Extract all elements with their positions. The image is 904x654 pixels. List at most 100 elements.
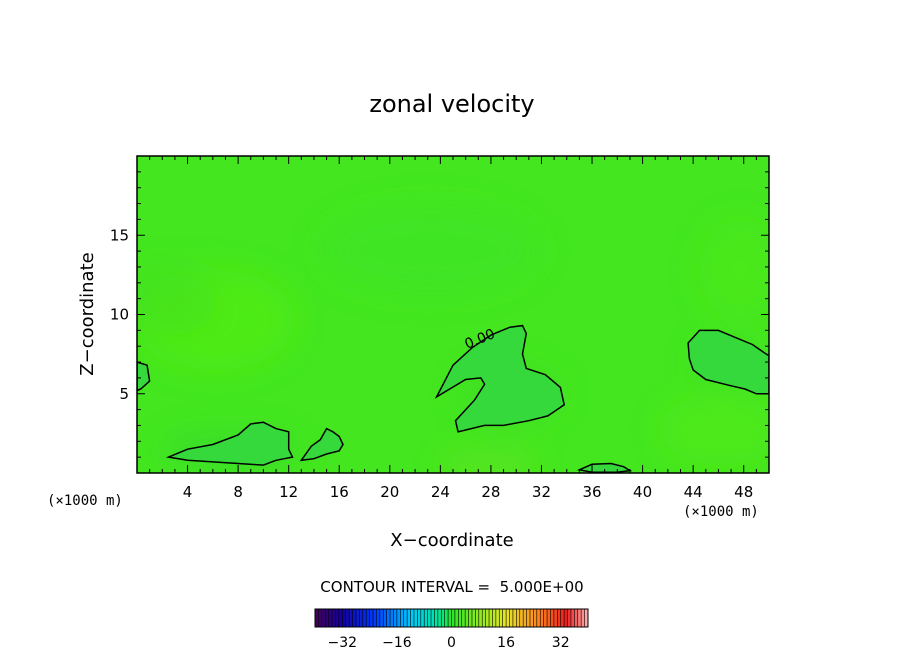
x-tick-label: 32 [532, 483, 551, 501]
colorbar-cell [345, 609, 350, 627]
colorbar-cell [369, 609, 374, 627]
colorbar-cell [335, 609, 340, 627]
colorbar-cell [427, 609, 432, 627]
x-tick-label: 8 [233, 483, 243, 501]
colorbar-cell [564, 609, 568, 627]
colorbar-tick-label: 0 [447, 635, 456, 651]
colorbar-tick-label: 32 [552, 635, 570, 651]
colorbar-cell [547, 609, 551, 627]
colorbar-cell [441, 609, 445, 627]
colorbar-cell [471, 609, 476, 627]
colorbar-tick-label: −32 [328, 635, 358, 651]
y-axis: 5 10 15 [110, 171, 769, 458]
colorbar-cell [328, 609, 333, 627]
y-unit-label: (×1000 m) [47, 493, 123, 509]
colorbar-cell [540, 609, 544, 627]
colorbar-cell [553, 609, 558, 627]
colorbar-cell [417, 609, 422, 627]
colorbar-cell [393, 609, 398, 627]
colorbar-cell [338, 609, 343, 627]
contour-region-left-edge [137, 361, 151, 392]
chart-title: zonal velocity [369, 90, 534, 118]
colorbar-cell [352, 609, 357, 627]
colorbar-frame [314, 608, 589, 628]
colorbar-cell [516, 609, 521, 627]
colorbar-tick-label: 16 [497, 635, 515, 651]
contour-interval-text: CONTOUR INTERVAL = 5.000E+00 [320, 578, 583, 596]
colorbar-cell [390, 609, 394, 627]
colorbar-cell [396, 609, 401, 627]
colorbar-cell [536, 609, 541, 627]
colorbar-cell [502, 609, 507, 627]
colorbar-cell [366, 609, 370, 627]
colorbar-cell [386, 609, 391, 627]
colorbar-cell [315, 609, 319, 627]
colorbar-cell [478, 609, 483, 627]
colorbar-cell [485, 609, 490, 627]
colorbar-cell [567, 609, 572, 627]
colorbar-cell [482, 609, 486, 627]
y-tick-label: 10 [110, 306, 129, 324]
colorbar-cell [574, 609, 579, 627]
contour-region-bottom-mid [299, 427, 344, 462]
shade-upper-middle [320, 205, 540, 295]
x-axis: 4 8 12 16 20 24 28 32 36 40 44 48 [149, 156, 757, 501]
colorbar-cell [410, 609, 415, 627]
colorbar-cell [489, 609, 493, 627]
colorbar-cell [342, 609, 347, 627]
x-tick-label: 36 [582, 483, 601, 501]
colorbar-cell [526, 609, 531, 627]
x-tick-label: 24 [431, 483, 450, 501]
shade-bottom-center [440, 455, 540, 473]
colorbar-cell [506, 609, 510, 627]
colorbar-cell [332, 609, 336, 627]
colorbar-cell [543, 609, 548, 627]
x-tick-label: 40 [633, 483, 652, 501]
colorbar-tick-label: −16 [382, 635, 412, 651]
shade-right-upper [700, 220, 769, 320]
colorbar-cell [557, 609, 561, 627]
y-tick-label: 5 [119, 385, 129, 403]
x-tick-label: 4 [183, 483, 193, 501]
colorbar-cell [465, 609, 469, 627]
colorbar-cell [362, 609, 367, 627]
colorbar-cell [492, 609, 497, 627]
colorbar-cell [376, 609, 381, 627]
colorbar-cell [349, 609, 353, 627]
colorbar-cell [451, 609, 456, 627]
colorbar-cell [424, 609, 428, 627]
colorbar-cell [420, 609, 425, 627]
x-tick-label: 12 [279, 483, 298, 501]
x-axis-label: X−coordinate [390, 530, 513, 551]
colorbar-cell [523, 609, 527, 627]
colorbar-cell [407, 609, 411, 627]
colorbar-cell [499, 609, 503, 627]
y-axis-label: Z−coordinate [77, 252, 98, 375]
colorbar-cell [461, 609, 466, 627]
colorbar-cell [355, 609, 360, 627]
colorbar-cell [519, 609, 524, 627]
plot-area [137, 156, 769, 473]
contour-region-right [687, 329, 769, 395]
colorbar-cell [434, 609, 439, 627]
x-unit-label: (×1000 m) [683, 504, 759, 520]
colorbar-cell [318, 609, 323, 627]
x-tick-label: 20 [380, 483, 399, 501]
colorbar-cell [468, 609, 473, 627]
colorbar-cell [577, 609, 582, 627]
colorbar-cell [529, 609, 534, 627]
colorbar-cell [325, 609, 329, 627]
colorbar-cell [454, 609, 459, 627]
y-tick-label: 15 [110, 226, 129, 244]
x-tick-label: 28 [481, 483, 500, 501]
colorbar-cell [509, 609, 514, 627]
colorbar-cell [560, 609, 565, 627]
colorbar-cell [373, 609, 377, 627]
colorbar-cell [495, 609, 500, 627]
colorbar-cell [413, 609, 418, 627]
colorbar-cell [550, 609, 555, 627]
contour-region-bottom-left [165, 421, 294, 466]
colorbar-cell [379, 609, 384, 627]
colorbar-cell [431, 609, 435, 627]
